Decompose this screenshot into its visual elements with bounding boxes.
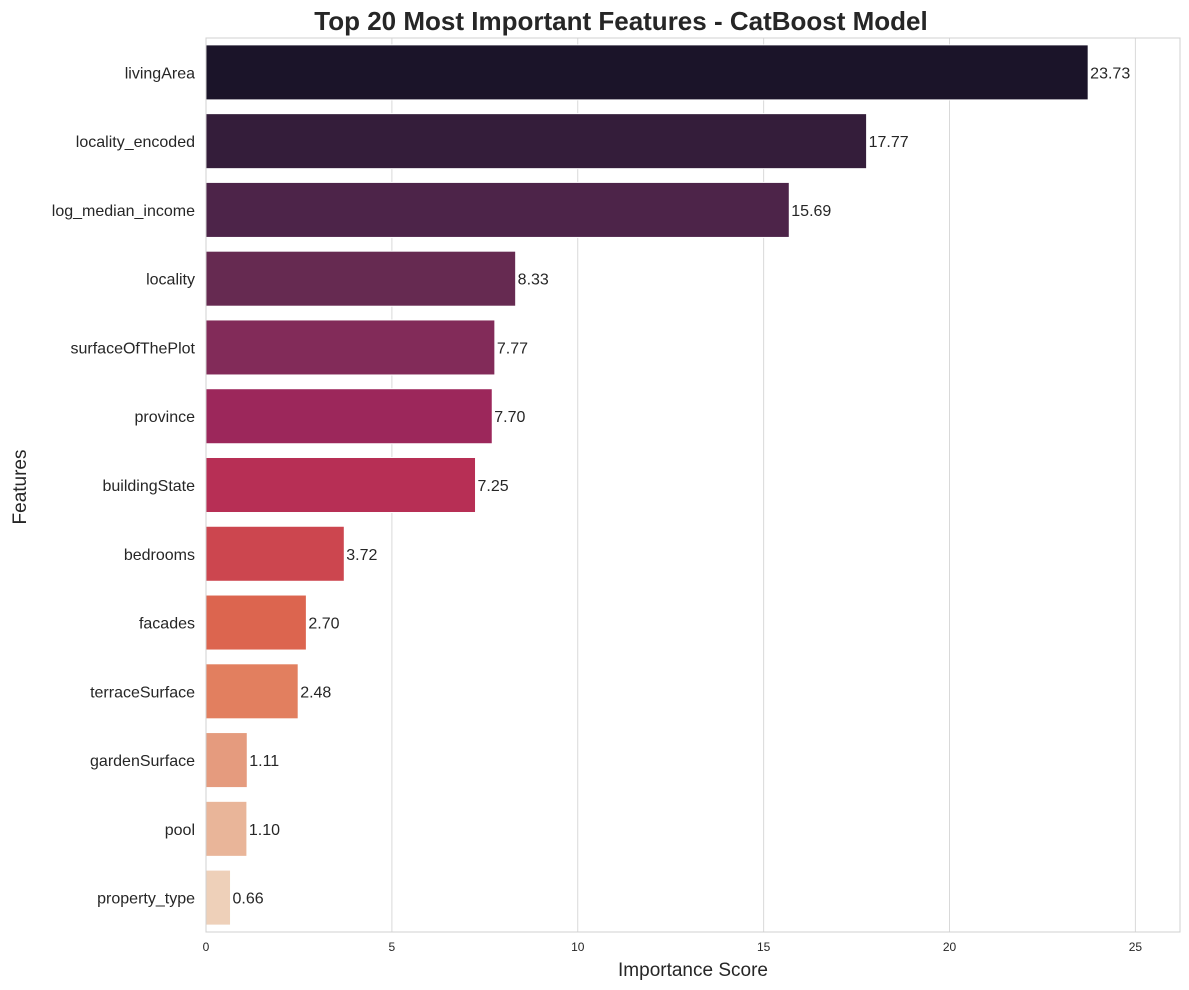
value-labels: 23.73 17.77 15.69 8.33 7.77 7.70 7.25 3.72 2.70 2… [233, 65, 1131, 907]
data-label: 8.33 [518, 272, 549, 289]
x-tick-label: 25 [1129, 940, 1143, 954]
data-label: 15.69 [791, 203, 831, 220]
y-tick-label: log_median_income [52, 203, 195, 220]
y-tick-label: surfaceOfThePlot [71, 340, 196, 357]
bar [205, 113, 868, 170]
data-label: 2.70 [308, 616, 339, 633]
bar [205, 800, 248, 857]
y-tick-label: terraceSurface [90, 684, 195, 701]
data-label: 7.25 [478, 478, 509, 495]
bar [205, 44, 1089, 101]
chart-title: Top 20 Most Important Features - CatBoos… [314, 6, 927, 36]
data-label: 7.77 [497, 340, 528, 357]
bar [205, 594, 307, 651]
data-label: 1.10 [249, 822, 280, 839]
y-tick-label: livingArea [125, 65, 195, 82]
x-tick-label: 20 [943, 940, 957, 954]
y-tick-label: facades [139, 616, 195, 633]
bar [205, 319, 496, 376]
y-tick-label: province [135, 409, 196, 426]
data-label: 17.77 [869, 134, 909, 151]
bar [205, 388, 493, 445]
x-tick-label: 15 [757, 940, 771, 954]
bar [205, 456, 477, 514]
plot-frame [205, 37, 1181, 933]
data-label: 2.48 [300, 684, 331, 701]
bar [205, 663, 299, 720]
data-label: 1.11 [249, 753, 279, 770]
y-tick-label: locality [146, 272, 195, 289]
y-ticks: livingArea locality_encoded log_median_inc… [52, 65, 196, 907]
y-tick-label: property_type [97, 891, 195, 908]
bar [205, 250, 517, 307]
bars [205, 44, 1089, 926]
y-tick-label: pool [165, 822, 195, 839]
x-ticks: 0 5 10 15 20 25 [203, 940, 1143, 954]
y-tick-label: locality_encoded [76, 134, 195, 151]
y-tick-label: buildingState [102, 478, 195, 495]
x-tick-label: 0 [203, 940, 210, 954]
y-tick-label: bedrooms [124, 547, 195, 564]
x-tick-label: 10 [571, 940, 585, 954]
x-tick-label: 5 [389, 940, 396, 954]
data-label: 3.72 [346, 547, 377, 564]
bar [205, 869, 232, 926]
data-label: 7.70 [494, 409, 525, 426]
data-label: 0.66 [233, 891, 264, 908]
x-axis-label: Importance Score [618, 960, 768, 981]
bar [205, 181, 790, 238]
bar [205, 732, 248, 789]
data-label: 23.73 [1090, 65, 1130, 82]
y-axis-label: Features [10, 450, 31, 525]
bar [205, 525, 345, 582]
y-tick-label: gardenSurface [90, 753, 195, 770]
